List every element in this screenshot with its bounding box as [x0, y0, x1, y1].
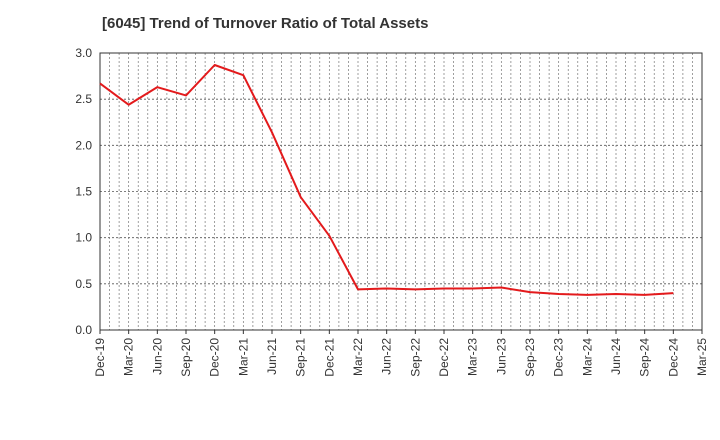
- x-tick-label: Sep-20: [179, 338, 193, 377]
- x-tick-label: Dec-22: [437, 338, 451, 377]
- tick-labels: 0.0 0.5 1.0 1.5 2.0 2.5 3.0 Dec-19 Mar-20 Jun-20 S…: [75, 46, 709, 377]
- x-tick-label: Mar-22: [351, 338, 365, 376]
- x-tick-label: Sep-22: [408, 338, 422, 377]
- y-tick-label: 1.5: [75, 185, 92, 199]
- y-tick-label: 2.0: [75, 138, 92, 152]
- x-tick-label: Jun-21: [265, 338, 279, 375]
- series: [99, 64, 674, 296]
- grid-lines: [100, 52, 702, 330]
- plot-frame: [99, 52, 703, 331]
- x-tick-label: Mar-20: [122, 338, 136, 376]
- x-tick-label: Jun-20: [150, 338, 164, 375]
- x-tick-label: Jun-23: [494, 338, 508, 375]
- x-tick-label: Jun-24: [609, 338, 623, 375]
- x-tick-label: Dec-24: [666, 338, 680, 377]
- x-tick-label: Dec-19: [93, 338, 107, 377]
- x-tick-label: Sep-21: [294, 338, 308, 377]
- x-tick-label: Jun-22: [380, 338, 394, 375]
- y-tick-label: 3.0: [75, 46, 92, 60]
- x-tick-label: Dec-23: [552, 338, 566, 377]
- axes: [99, 52, 703, 334]
- series-line: [99, 64, 674, 296]
- y-tick-label: 1.0: [75, 231, 92, 245]
- y-tick-label: 0.0: [75, 323, 92, 337]
- x-tick-label: Mar-23: [466, 338, 480, 376]
- x-tick-label: Mar-24: [580, 338, 594, 376]
- chart-title: [6045] Trend of Turnover Ratio of Total …: [102, 15, 429, 32]
- x-tick-label: Dec-20: [208, 338, 222, 377]
- x-tick-label: Sep-23: [523, 338, 537, 377]
- x-tick-label: Mar-25: [695, 338, 709, 376]
- x-tick-label: Dec-21: [322, 338, 336, 377]
- x-tick-label: Sep-24: [638, 338, 652, 377]
- y-tick-label: 0.5: [75, 277, 92, 291]
- y-tick-label: 2.5: [75, 92, 92, 106]
- x-tick-label: Mar-21: [236, 338, 250, 376]
